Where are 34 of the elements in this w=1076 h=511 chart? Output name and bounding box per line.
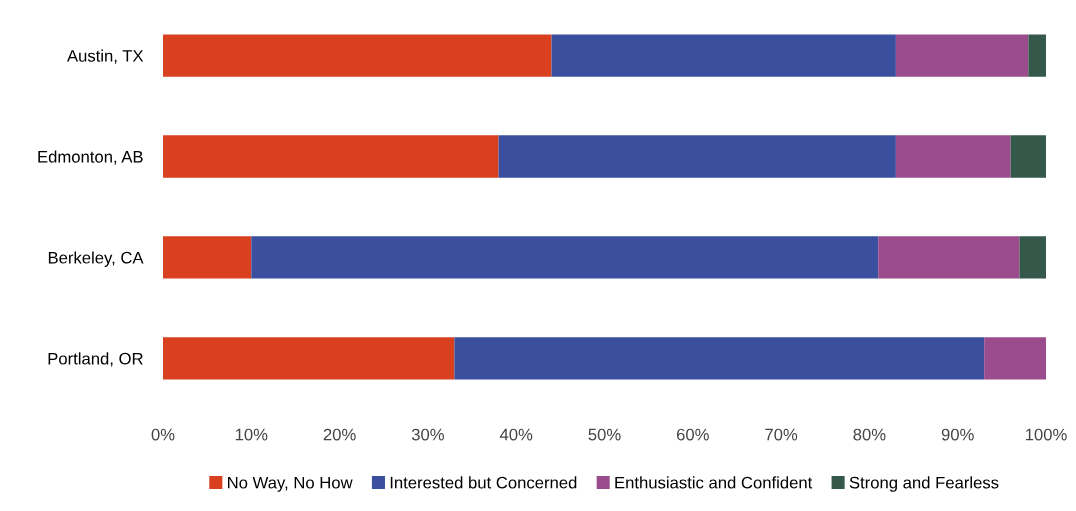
- legend-label: No Way, No How: [228, 476, 353, 492]
- x-tick-label: 30%: [411, 428, 444, 441]
- bar: [251, 236, 879, 279]
- bar: [878, 236, 1020, 279]
- bar: [895, 34, 1029, 77]
- bar: [1010, 135, 1046, 178]
- y-tick-label: Austin, TX: [67, 49, 144, 64]
- y-tick-label: Portland, OR: [48, 352, 143, 367]
- bar: [984, 337, 1046, 380]
- bar: [498, 135, 896, 178]
- bar: [163, 236, 252, 279]
- x-tick-label: 40%: [499, 428, 533, 441]
- bar: [895, 135, 1011, 178]
- x-tick-label: 80%: [853, 428, 886, 441]
- x-tick-label: 0%: [151, 428, 175, 441]
- bar: [163, 135, 499, 178]
- x-tick-label: 10%: [235, 428, 268, 441]
- bar: [551, 34, 896, 77]
- x-tick-label: 90%: [941, 428, 974, 441]
- y-tick-label: Edmonton, AB: [38, 150, 143, 165]
- legend-label: Enthusiastic and Confident: [615, 476, 813, 489]
- y-tick-label: Berkeley, CA: [48, 251, 144, 267]
- x-tick-label: 20%: [323, 428, 356, 441]
- bar: [163, 337, 455, 380]
- bar: [454, 337, 985, 380]
- legend-label: Strong and Fearless: [849, 476, 999, 492]
- bar: [1019, 236, 1046, 279]
- x-tick-label: 50%: [588, 428, 621, 441]
- x-tick-label: 60%: [676, 428, 709, 441]
- legend-label: Interested but Concerned: [390, 476, 577, 489]
- x-tick-label: 100%: [1025, 428, 1067, 441]
- bar: [1028, 34, 1046, 77]
- x-tick-label: 70%: [765, 428, 798, 441]
- bar: [163, 34, 552, 77]
